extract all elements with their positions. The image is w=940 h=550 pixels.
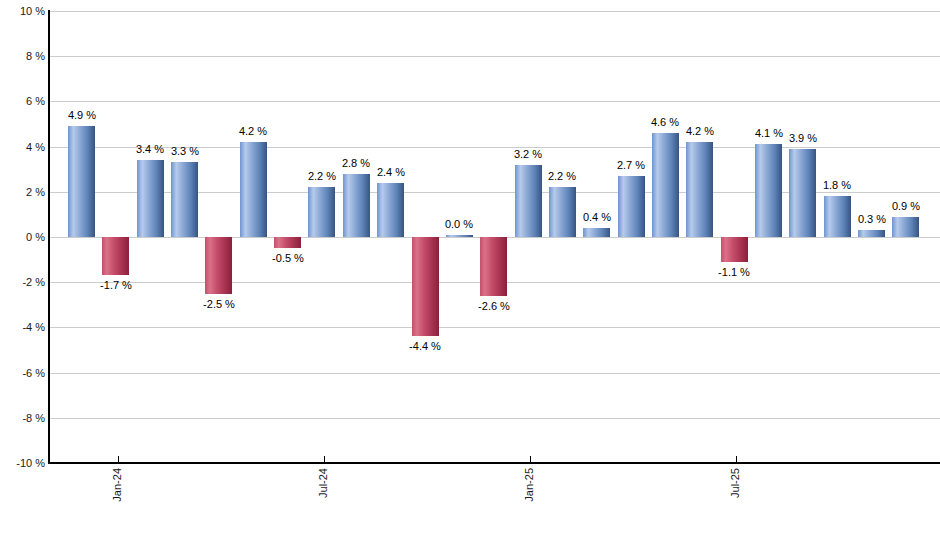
bar-value-label: 2.4 %: [377, 166, 405, 179]
gridline: [48, 11, 940, 12]
x-axis-tick-label: Jan-24: [111, 468, 123, 502]
bar: [412, 237, 439, 336]
bar-value-label: 2.7 %: [617, 159, 645, 172]
bar-value-label: 0.0 %: [445, 218, 473, 231]
x-axis-line: [48, 462, 940, 464]
x-axis-tick-label: Jul-25: [729, 468, 741, 498]
bar: [102, 237, 129, 275]
bar: [583, 228, 610, 237]
bar-value-label: 4.2 %: [239, 125, 267, 138]
bar-value-label: 2.8 %: [342, 157, 370, 170]
bar-value-label: -2.5 %: [203, 298, 235, 311]
y-axis-tick-label: 10 %: [0, 4, 45, 18]
bar: [652, 133, 679, 237]
bar: [446, 235, 473, 237]
bar-value-label: -1.7 %: [100, 279, 132, 292]
monthly-returns-bar-chart: 10 % 8 % 6 % 4 % 2 % 0 % -2 % -4 % -6 % -8 % -10 %…: [0, 0, 940, 550]
y-axis-tick-label: 0 %: [0, 230, 45, 244]
bar-value-label: 4.1 %: [755, 127, 783, 140]
gridline: [48, 101, 940, 102]
plot-area: 10 % 8 % 6 % 4 % 2 % 0 % -2 % -4 % -6 % -8 % -10 %…: [0, 0, 940, 550]
bar-value-label: 3.4 %: [136, 143, 164, 156]
bar-value-label: 0.4 %: [583, 211, 611, 224]
x-axis-tick-label: Jul-24: [317, 468, 329, 498]
bar-value-label: -1.1 %: [718, 266, 750, 279]
y-axis-tick-label: -6 %: [0, 366, 45, 380]
bar: [480, 237, 507, 296]
bar: [274, 237, 301, 248]
y-axis-line: [48, 10, 50, 464]
bar: [618, 176, 645, 237]
bar-value-label: 3.9 %: [789, 132, 817, 145]
bar: [858, 230, 885, 237]
gridline: [48, 418, 940, 419]
bar-value-label: 4.6 %: [651, 116, 679, 129]
bar: [171, 162, 198, 237]
bar-value-label: 0.9 %: [892, 200, 920, 213]
bar-value-label: -4.4 %: [409, 340, 441, 353]
bar: [240, 142, 267, 237]
gridline: [48, 56, 940, 57]
bar-value-label: 3.2 %: [514, 148, 542, 161]
y-axis-tick-label: 8 %: [0, 49, 45, 63]
bar: [789, 149, 816, 237]
bar: [755, 144, 782, 237]
bar: [515, 165, 542, 237]
bar: [549, 187, 576, 237]
bar-value-label: 2.2 %: [548, 170, 576, 183]
y-axis-tick-label: 6 %: [0, 94, 45, 108]
y-axis-tick-label: 2 %: [0, 185, 45, 199]
bar-value-label: -2.6 %: [478, 300, 510, 313]
bar-value-label: 3.3 %: [171, 145, 199, 158]
bar: [686, 142, 713, 237]
y-axis-tick-label: -4 %: [0, 320, 45, 334]
bar: [892, 217, 919, 237]
bar-value-label: -0.5 %: [272, 252, 304, 265]
bar-value-label: 4.2 %: [686, 125, 714, 138]
bar-value-label: 4.9 %: [68, 109, 96, 122]
y-axis-tick-label: -2 %: [0, 275, 45, 289]
bar: [205, 237, 232, 294]
bar: [343, 174, 370, 237]
bar: [377, 183, 404, 237]
y-axis-tick-label: 4 %: [0, 140, 45, 154]
bar: [308, 187, 335, 237]
bar-value-label: 0.3 %: [858, 213, 886, 226]
bar-value-label: 2.2 %: [308, 170, 336, 183]
x-axis-tick-label: Jan-25: [523, 468, 535, 502]
bar-value-label: 1.8 %: [823, 179, 851, 192]
gridline: [48, 373, 940, 374]
bar: [721, 237, 748, 262]
bar: [68, 126, 95, 237]
bar: [137, 160, 164, 237]
y-axis-tick-label: -8 %: [0, 411, 45, 425]
gridline: [48, 327, 940, 328]
bar: [824, 196, 851, 237]
y-axis-tick-label: -10 %: [0, 456, 45, 470]
